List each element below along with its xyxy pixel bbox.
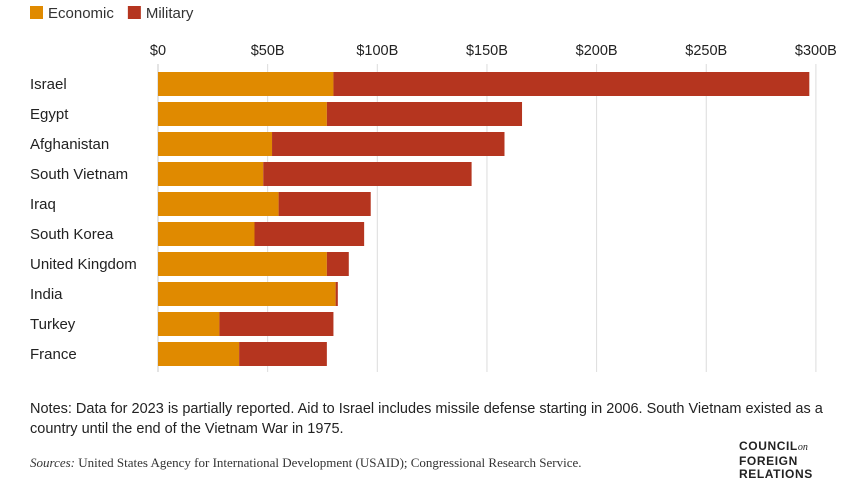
bar-military [278, 192, 371, 216]
x-tick-label: $100B [356, 43, 398, 59]
stacked-bar-chart: Economic Military $0 $50B $100B $150B $200B $2… [30, 5, 837, 372]
category-label: South Korea [30, 226, 114, 243]
bar-military [219, 312, 334, 336]
x-tick-label: $150B [466, 43, 508, 59]
legend: Economic Military [30, 5, 194, 22]
bar-military [326, 252, 349, 276]
category-labels: Israel Egypt Afghanistan South Vietnam Iraq S… [30, 76, 137, 363]
bar-economic [158, 312, 220, 336]
x-tick-label: $300B [795, 43, 837, 59]
bar-military [335, 282, 338, 306]
category-label: United Kingdom [30, 256, 137, 273]
x-tick-label: $50B [251, 43, 285, 59]
bar-military [272, 132, 505, 156]
category-label: Afghanistan [30, 136, 109, 153]
logo-on: on [797, 442, 808, 453]
legend-label-military: Military [146, 5, 194, 22]
sources-label: Sources: [30, 455, 76, 470]
bar-economic [158, 342, 240, 366]
logo-line-2: FOREIGN [739, 453, 798, 468]
legend-swatch-military [127, 6, 141, 19]
bar-military [326, 102, 523, 126]
logo-line-1: COUNCIL [739, 439, 798, 453]
category-label: India [30, 286, 63, 303]
legend-label-economic: Economic [48, 5, 114, 22]
x-tick-label: $0 [150, 43, 166, 59]
chart-sources: Sources: United States Agency for Intern… [30, 455, 582, 471]
bar-military [263, 162, 472, 186]
bar-economic [158, 132, 273, 156]
bar-military [254, 222, 365, 246]
bar-economic [158, 282, 336, 306]
category-label: Turkey [30, 316, 76, 333]
logo-line-3: RELATIONS [739, 467, 813, 481]
bar-economic [158, 72, 334, 96]
bar-economic [158, 192, 279, 216]
sources-text: United States Agency for International D… [75, 455, 582, 470]
bars [158, 72, 810, 366]
category-label: France [30, 346, 77, 363]
category-label: Israel [30, 76, 67, 93]
category-label: South Vietnam [30, 166, 128, 183]
chart-notes: Notes: Data for 2023 is partially report… [30, 401, 823, 437]
x-tick-label: $200B [576, 43, 618, 59]
legend-swatch-economic [30, 6, 43, 19]
cfr-logo: COUNCILon FOREIGN RELATIONS [739, 439, 813, 482]
bar-military [239, 342, 327, 366]
bar-military [333, 72, 810, 96]
bar-economic [158, 222, 255, 246]
x-tick-label: $250B [685, 43, 727, 59]
bar-economic [158, 252, 327, 276]
x-axis-ticks: $0 $50B $100B $150B $200B $250B $300B [150, 43, 837, 59]
category-label: Iraq [30, 196, 56, 213]
bar-economic [158, 162, 264, 186]
category-label: Egypt [30, 106, 69, 123]
bar-economic [158, 102, 327, 126]
